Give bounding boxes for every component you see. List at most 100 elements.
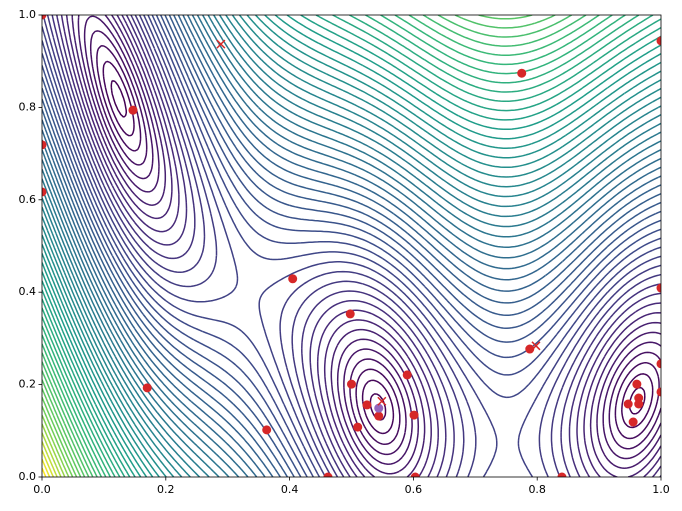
- contour-line: [65, 15, 661, 477]
- x-tick-label: 0.4: [281, 483, 299, 496]
- contour-line: [42, 15, 661, 477]
- point: [517, 68, 527, 78]
- point: [323, 472, 333, 477]
- point: [656, 359, 661, 369]
- point: [128, 105, 138, 115]
- contour-line: [83, 15, 661, 465]
- contour-plot: [42, 15, 661, 477]
- contour-line: [42, 15, 573, 477]
- contour-line: [71, 15, 661, 477]
- contour-line: [42, 405, 74, 477]
- point: [656, 36, 661, 46]
- contour-line: [42, 15, 661, 477]
- cross-marker: [377, 396, 387, 406]
- contour-line: [42, 15, 661, 477]
- contour-line: [42, 15, 661, 477]
- point: [42, 15, 47, 20]
- contour-line: [42, 467, 47, 477]
- y-tick-label: 0.6: [19, 193, 37, 206]
- contour-line: [42, 15, 600, 477]
- x-tick-label: 1.0: [652, 483, 670, 496]
- point: [656, 387, 661, 397]
- point: [402, 370, 412, 380]
- contour-line: [42, 15, 661, 477]
- point: [142, 383, 152, 393]
- point: [656, 283, 661, 293]
- contour-line: [42, 15, 661, 477]
- point: [634, 399, 644, 409]
- contour-line: [77, 15, 661, 475]
- contour-line: [42, 432, 62, 477]
- contour-line: [42, 15, 654, 477]
- point: [42, 140, 47, 150]
- contour-line: [42, 15, 587, 477]
- axes: 0.0 0.2 0.4 0.6 0.8 1.0 0.0 0.2 0.4 0.6 0.8 1.0: [19, 8, 670, 496]
- contour-line: [89, 30, 661, 456]
- contour-line: [42, 15, 661, 477]
- contour-line: [42, 15, 613, 477]
- contour-line: [42, 15, 661, 477]
- cross-marker: [216, 39, 226, 49]
- x-tick-label: 0.8: [528, 483, 546, 496]
- contour-line: [42, 15, 661, 477]
- axes-frame: [41, 14, 662, 478]
- contour-line: [42, 15, 661, 477]
- point: [362, 400, 372, 410]
- point: [557, 472, 567, 477]
- point: [409, 410, 419, 420]
- x-tick-label: 0.0: [33, 483, 51, 496]
- contour-line: [42, 15, 661, 477]
- contour-line: [42, 441, 58, 477]
- contour-line: [42, 423, 66, 477]
- x-tick-label: 0.2: [157, 483, 175, 496]
- contour-line: [102, 60, 654, 435]
- contour-line: [42, 15, 661, 477]
- point: [347, 379, 356, 389]
- contour-line: [42, 15, 661, 477]
- contour-line: [42, 15, 661, 477]
- contour-line: [42, 15, 661, 477]
- contour-line: [42, 15, 661, 477]
- point: [42, 187, 47, 197]
- contour-line: [56, 15, 661, 477]
- contour-line: [42, 15, 661, 477]
- contour-line: [60, 15, 661, 477]
- point: [262, 425, 272, 435]
- contour-line: [42, 15, 640, 477]
- y-tick-label: 0.2: [19, 378, 37, 391]
- point: [353, 422, 363, 432]
- point: [623, 399, 633, 409]
- point: [374, 411, 384, 421]
- point: [288, 274, 298, 284]
- contour-line: [42, 15, 661, 477]
- contour-line: [42, 15, 661, 477]
- cross-marker: [531, 341, 541, 351]
- y-tick-label: 0.4: [19, 285, 37, 298]
- x-tick-label: 0.6: [405, 483, 423, 496]
- contour-line: [42, 15, 661, 477]
- y-tick-label: 0.0: [19, 470, 37, 483]
- contour-line: [96, 45, 660, 446]
- point: [525, 344, 535, 354]
- contour-line: [42, 15, 533, 477]
- contour-line: [42, 15, 661, 477]
- contour-line: [42, 414, 70, 477]
- point: [628, 417, 638, 427]
- contour-line: [42, 15, 661, 477]
- point: [410, 472, 420, 477]
- contour-line: [42, 15, 661, 477]
- contour-line: [42, 15, 661, 477]
- contour-line: [42, 397, 78, 477]
- point: [345, 309, 355, 319]
- contour-line: [42, 15, 661, 477]
- contour-line: [42, 15, 661, 477]
- contour-line: [42, 15, 661, 477]
- y-tick-label: 1.0: [19, 8, 37, 21]
- point: [374, 403, 384, 413]
- contour-line: [51, 15, 661, 477]
- contour-line: [42, 15, 556, 477]
- y-tick-label: 0.8: [19, 100, 37, 113]
- markers: [42, 15, 661, 477]
- point: [632, 379, 642, 389]
